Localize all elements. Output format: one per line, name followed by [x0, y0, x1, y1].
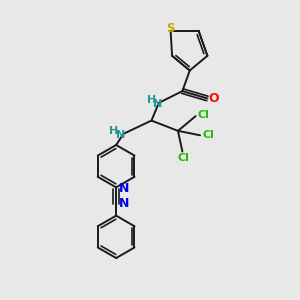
- Text: O: O: [208, 92, 219, 105]
- Text: Cl: Cl: [198, 110, 210, 120]
- Text: Cl: Cl: [178, 153, 190, 163]
- Text: H: H: [109, 126, 118, 136]
- Text: N: N: [116, 130, 125, 140]
- Text: N: N: [119, 197, 130, 210]
- Text: S: S: [167, 22, 175, 35]
- Text: N: N: [119, 182, 130, 195]
- Text: Cl: Cl: [203, 130, 215, 140]
- Text: N: N: [153, 99, 162, 110]
- Text: H: H: [147, 95, 156, 105]
